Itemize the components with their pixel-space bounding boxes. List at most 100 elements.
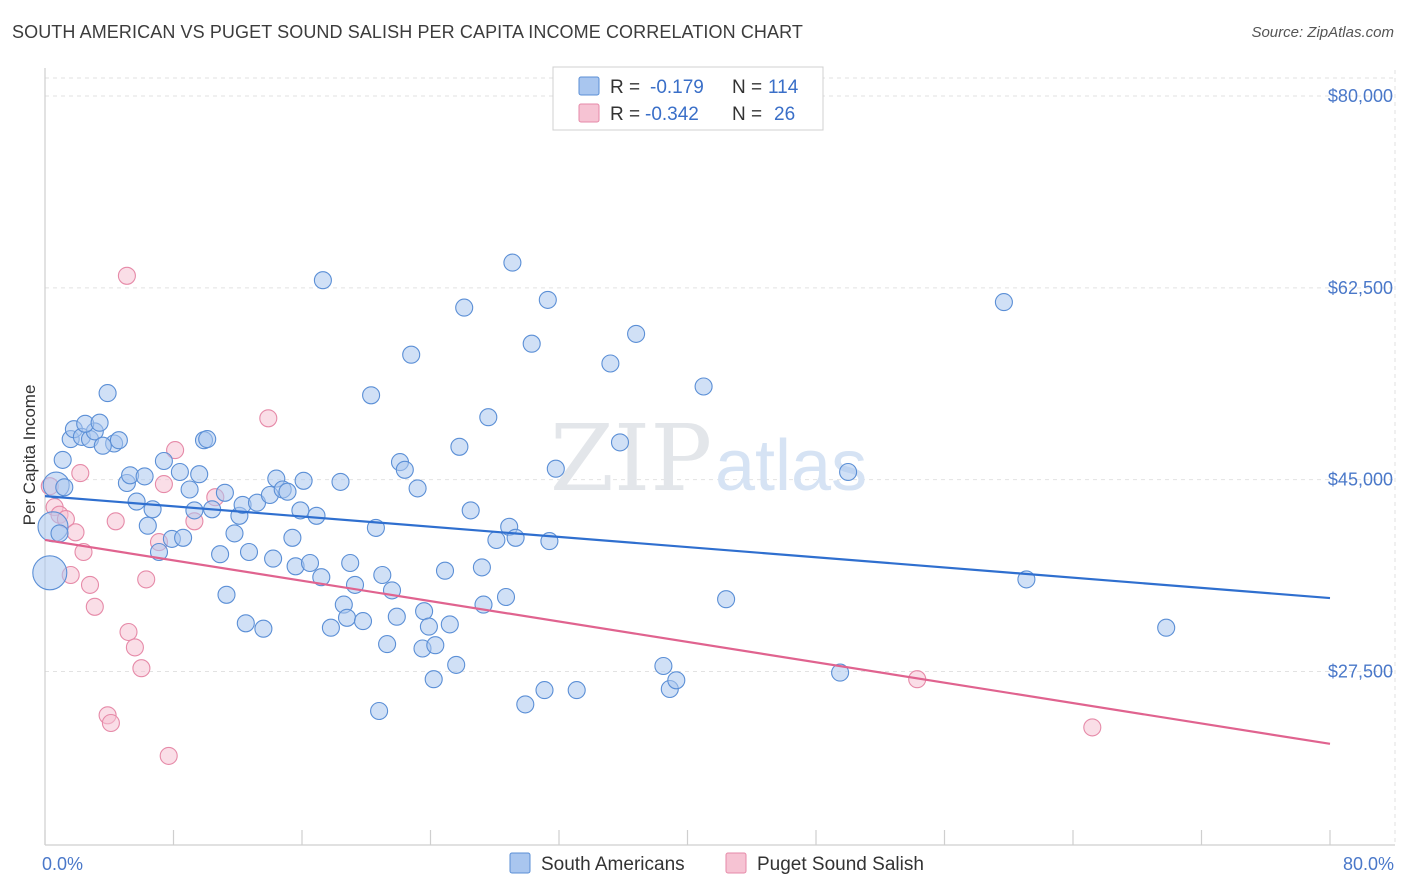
axes (44, 68, 1395, 846)
bottom-legend-label-puget-sound-salish: Puget Sound Salish (757, 854, 924, 875)
x-tick-label-max: 80.0% (1343, 854, 1394, 874)
south-americans-point (461, 501, 480, 520)
puget-sound-salish-point (106, 512, 125, 531)
puget-sound-salish-point (166, 441, 185, 460)
puget-sound-salish-point (85, 597, 104, 616)
legend-n-label-1: N = (732, 77, 762, 98)
south-americans-point (994, 293, 1013, 312)
puget-sound-salish-point (66, 523, 85, 542)
legend-swatch-south-americans (578, 76, 600, 96)
south-americans-point (694, 377, 713, 396)
south-americans-point (408, 479, 427, 498)
south-americans-point (278, 482, 297, 501)
trend-line-puget-sound-salish (44, 538, 1331, 745)
south-americans-point (839, 462, 858, 482)
south-americans-point (415, 602, 434, 621)
puget-sound-salish-point (159, 746, 178, 765)
south-americans-point (831, 663, 850, 682)
south-americans-point (1157, 618, 1176, 637)
puget-sound-salish-point (71, 464, 90, 483)
south-americans-point (217, 585, 236, 604)
south-americans-point (341, 553, 360, 573)
south-americans-point (440, 615, 459, 634)
south-americans-point (447, 655, 466, 674)
chart-title: SOUTH AMERICAN VS PUGET SOUND SALISH PER… (12, 22, 803, 42)
south-americans-point (93, 436, 112, 455)
legend-r-label-2: R = (610, 104, 640, 125)
south-americans-point (154, 451, 173, 471)
south-americans-point (450, 437, 469, 456)
south-americans-point (395, 460, 414, 479)
south-americans-point (331, 472, 350, 491)
puget-sound-salish-point (154, 475, 173, 494)
south-americans-point (546, 459, 565, 478)
south-americans-point (32, 555, 68, 591)
bottom-legend-swatch-puget-sound-salish (725, 852, 747, 874)
series-south-americans (32, 253, 1176, 721)
south-americans-point (487, 530, 506, 550)
legend-r-value-1: -0.179 (650, 77, 704, 98)
south-americans-point (516, 695, 535, 714)
south-americans-point (291, 501, 310, 520)
south-americans-point (373, 565, 392, 585)
south-americans-point (601, 354, 620, 373)
bottom-legend-label-south-americans: South Americans (541, 854, 685, 875)
y-tick-labels: $27,500 $45,000 $62,500 $80,000 (1328, 86, 1393, 682)
south-americans-point (435, 561, 455, 580)
south-americans-point (717, 590, 736, 609)
south-americans-point (190, 465, 209, 484)
south-americans-point (239, 542, 259, 562)
puget-sound-salish-point (119, 622, 138, 642)
south-americans-point (321, 618, 340, 637)
x-tick-label-min: 0.0% (42, 854, 83, 874)
puget-sound-salish-point (259, 409, 278, 428)
south-americans-point (312, 568, 331, 587)
south-americans-point (170, 462, 189, 482)
south-americans-point (198, 430, 217, 449)
south-americans-point (472, 558, 491, 577)
puget-sound-salish-point (101, 713, 120, 733)
south-americans-point (567, 681, 586, 700)
legend-n-label-2: N = (732, 104, 762, 125)
south-americans-point (149, 542, 169, 562)
top-legend: R = -0.179 N = 114 R = -0.342 N = 26 (552, 66, 824, 131)
south-americans-point (53, 450, 72, 469)
south-americans-point (185, 501, 204, 520)
south-americans-point (180, 480, 199, 499)
south-americans-point (300, 553, 320, 573)
south-americans-point (419, 617, 438, 636)
trend-line-south-americans (44, 495, 1331, 600)
south-americans-point (455, 298, 474, 317)
bottom-legend: South Americans Puget Sound Salish (509, 852, 924, 875)
south-americans-point (362, 386, 381, 405)
south-americans-point (387, 607, 406, 626)
south-americans-point (610, 433, 630, 452)
south-americans-point (109, 431, 128, 450)
y-tick-label: $62,500 (1328, 278, 1393, 298)
bottom-legend-swatch-south-americans (509, 852, 531, 874)
south-americans-point (294, 471, 313, 490)
puget-sound-salish-point (125, 638, 144, 657)
south-americans-point (90, 413, 109, 432)
south-americans-point (55, 478, 74, 497)
south-americans-point (627, 324, 646, 343)
legend-n-value-2: 26 (774, 104, 795, 125)
south-americans-point (353, 612, 373, 631)
south-americans-point (225, 524, 244, 543)
y-axis-label: Per Capita Income (20, 385, 39, 526)
south-americans-point (402, 345, 421, 364)
south-americans-point (313, 271, 332, 290)
south-americans-point (667, 671, 686, 690)
south-americans-point (522, 334, 541, 353)
south-americans-point (535, 681, 554, 700)
x-tick-labels: 0.0% 80.0% (42, 854, 1394, 874)
watermark-zip: ZIP (550, 405, 712, 512)
south-americans-point (538, 290, 557, 309)
y-tick-label: $27,500 (1328, 662, 1393, 682)
watermark: ZIP atlas (550, 405, 867, 512)
south-americans-point (264, 549, 283, 568)
south-americans-point (127, 492, 146, 511)
puget-sound-salish-point (132, 659, 151, 678)
south-americans-point (283, 528, 302, 547)
